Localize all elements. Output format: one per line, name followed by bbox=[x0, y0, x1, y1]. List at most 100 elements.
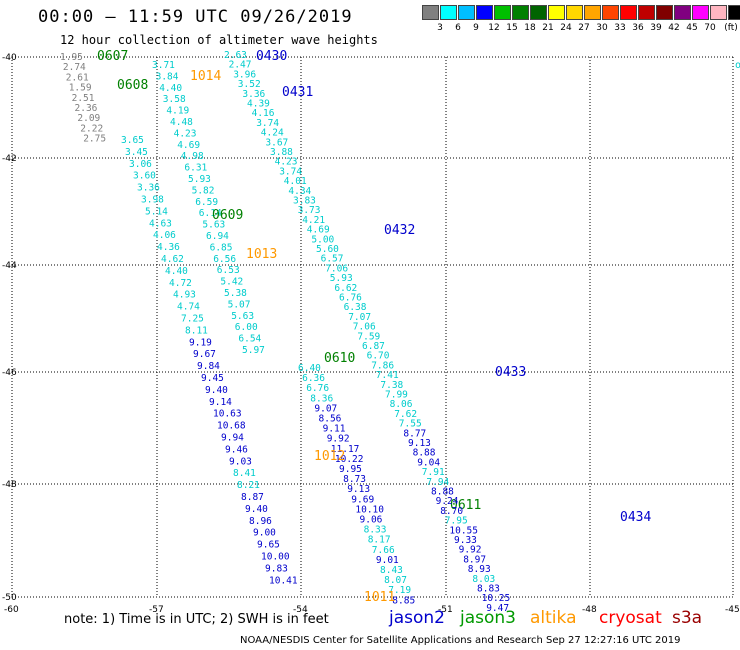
swh-value: 8.36 bbox=[310, 393, 333, 404]
swh-value: 10.63 bbox=[213, 409, 242, 420]
legend-swatch bbox=[692, 5, 709, 20]
track-id-label: 1014 bbox=[190, 69, 221, 84]
swh-value: 8.88 bbox=[431, 487, 454, 498]
legend-tick-label: 9 bbox=[473, 23, 479, 33]
swh-value: 9.07 bbox=[314, 403, 337, 414]
swh-value: 5.38 bbox=[224, 288, 247, 299]
legend-tick-label: 24 bbox=[560, 23, 572, 33]
swh-value: 9.24 bbox=[436, 496, 459, 507]
swh-value: 8.17 bbox=[368, 535, 391, 546]
swh-value: 8.21 bbox=[237, 480, 260, 491]
swh-value: 3.45 bbox=[125, 147, 148, 158]
track-id-label: 0432 bbox=[384, 223, 415, 238]
swh-value: 3.84 bbox=[156, 71, 179, 82]
page-subtitle: 12 hour collection of altimeter wave hei… bbox=[60, 33, 378, 47]
swh-value: 6.87 bbox=[362, 341, 385, 352]
swh-value: 7.19 bbox=[388, 585, 411, 596]
swh-value: 10.55 bbox=[449, 525, 478, 536]
swh-value: 3.65 bbox=[121, 135, 144, 146]
legend-swatch bbox=[530, 5, 547, 20]
swh-value: 4.69 bbox=[307, 225, 330, 236]
swh-value: 4.23 bbox=[275, 157, 298, 168]
swh-value: 1.59 bbox=[69, 83, 92, 94]
swh-value: 10.25 bbox=[482, 593, 511, 604]
swh-value: 9.00 bbox=[253, 528, 276, 539]
swh-value: 4.72 bbox=[169, 278, 192, 289]
legend-tick-label: 42 bbox=[668, 23, 680, 33]
swh-value: 5.63 bbox=[231, 311, 254, 322]
swh-value: 4.40 bbox=[159, 83, 182, 94]
swh-value: 8.06 bbox=[390, 399, 413, 410]
track-id-label: 0611 bbox=[450, 498, 481, 513]
swh-value: 8.56 bbox=[319, 414, 342, 425]
swh-value: 4.01 bbox=[284, 176, 307, 187]
swh-value: 8.96 bbox=[249, 516, 272, 527]
legend-tick-label: 33 bbox=[614, 23, 626, 33]
swh-value: 3.83 bbox=[293, 196, 316, 207]
swh-value: 10.10 bbox=[355, 504, 384, 515]
swh-value: 6.31 bbox=[184, 163, 207, 174]
legend-swatch bbox=[548, 5, 565, 20]
satellite-legend-s3a: s3a bbox=[672, 608, 703, 628]
track-id-label: 0434 bbox=[620, 510, 651, 525]
swh-value: 2.47 bbox=[229, 60, 252, 71]
swh-value: 6.56 bbox=[213, 254, 236, 265]
lon-tick-label: -45 bbox=[725, 605, 740, 615]
swh-value: 6.40 bbox=[298, 363, 321, 374]
edge-marker: o bbox=[735, 60, 740, 71]
swh-value: 5.60 bbox=[316, 244, 339, 255]
swh-value: 9.06 bbox=[360, 515, 383, 526]
swh-value: 10.41 bbox=[269, 575, 298, 586]
lat-tick-label: -50 bbox=[2, 593, 17, 603]
swh-value: 2.74 bbox=[63, 62, 86, 73]
swh-value: 4.16 bbox=[252, 108, 275, 119]
lon-tick-label: -60 bbox=[4, 605, 19, 615]
swh-value: 8.73 bbox=[343, 474, 366, 485]
swh-value: 7.91 bbox=[422, 467, 445, 478]
swh-value: 3.60 bbox=[133, 171, 156, 182]
swh-value: 3.67 bbox=[265, 137, 288, 148]
legend-swatch bbox=[458, 5, 475, 20]
swh-value: 8.97 bbox=[463, 554, 486, 565]
legend-swatch bbox=[620, 5, 637, 20]
legend-tick-label: 21 bbox=[542, 23, 554, 33]
swh-value: 3.73 bbox=[298, 205, 321, 216]
swh-value: 7.62 bbox=[394, 409, 417, 420]
lon-tick-label: -57 bbox=[149, 605, 164, 615]
swh-value: 2.09 bbox=[77, 113, 100, 124]
page-title: 00:00 – 11:59 UTC 09/26/2019 bbox=[38, 7, 353, 27]
swh-value: 8.77 bbox=[403, 428, 426, 439]
swh-value: 3.98 bbox=[141, 195, 164, 206]
swh-value: 4.69 bbox=[177, 140, 200, 151]
swh-value: 9.95 bbox=[339, 464, 362, 475]
swh-value: 6.94 bbox=[206, 231, 229, 242]
swh-value: 3.88 bbox=[270, 147, 293, 158]
swh-value: 4.62 bbox=[161, 254, 184, 265]
lat-tick-label: -48 bbox=[2, 480, 17, 490]
swh-value: 3.36 bbox=[242, 89, 265, 100]
legend-swatch bbox=[566, 5, 583, 20]
swh-value: 8.33 bbox=[364, 525, 387, 536]
track-id-label: 0607 bbox=[97, 49, 128, 64]
swh-value: 7.86 bbox=[371, 360, 394, 371]
legend-tick-label: 3 bbox=[437, 23, 443, 33]
legend-tick-label: 45 bbox=[686, 23, 698, 33]
swh-value: 9.92 bbox=[459, 545, 482, 556]
swh-value: 9.40 bbox=[205, 385, 228, 396]
swh-value: 4.98 bbox=[181, 151, 204, 162]
legend-swatch bbox=[638, 5, 655, 20]
swh-value: 5.97 bbox=[242, 345, 265, 356]
swh-value: 5.82 bbox=[192, 185, 215, 196]
swh-value: 9.13 bbox=[347, 484, 370, 495]
swh-value: 7.66 bbox=[372, 545, 395, 556]
footer-credit: NOAA/NESDIS Center for Satellite Applica… bbox=[240, 635, 681, 646]
swh-value: 5.93 bbox=[188, 174, 211, 185]
lat-tick-label: -46 bbox=[2, 368, 17, 378]
swh-value: 7.38 bbox=[380, 380, 403, 391]
swh-value: 5.14 bbox=[145, 206, 168, 217]
swh-value: 9.19 bbox=[189, 337, 212, 348]
swh-value: 7.07 bbox=[348, 312, 371, 323]
swh-value: 10.00 bbox=[261, 552, 290, 563]
track-id-label: 0609 bbox=[212, 208, 243, 223]
